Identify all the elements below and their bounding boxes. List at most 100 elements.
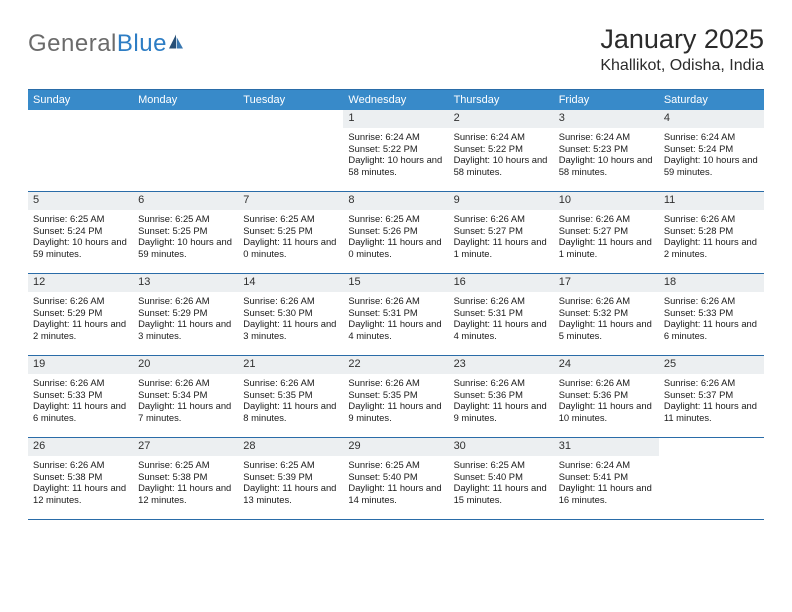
day-number: 10 xyxy=(554,192,659,210)
sunset-text: Sunset: 5:24 PM xyxy=(33,225,128,237)
day-body: Sunrise: 6:24 AMSunset: 5:22 PMDaylight:… xyxy=(343,128,448,182)
day-number: 27 xyxy=(133,438,238,456)
sunset-text: Sunset: 5:32 PM xyxy=(559,307,654,319)
day-cell: 3 Sunrise: 6:24 AMSunset: 5:23 PMDaylight… xyxy=(554,110,659,191)
day-cell: 11Sunrise: 6:26 AMSunset: 5:28 PMDayligh… xyxy=(659,192,764,273)
sunset-text: Sunset: 5:39 PM xyxy=(243,471,338,483)
sunset-text: Sunset: 5:30 PM xyxy=(243,307,338,319)
day-body xyxy=(659,456,764,463)
sunset-text: Sunset: 5:29 PM xyxy=(33,307,128,319)
sunset-text: Sunset: 5:36 PM xyxy=(559,389,654,401)
day-number: 12 xyxy=(28,274,133,292)
sunset-text: Sunset: 5:40 PM xyxy=(454,471,549,483)
daylight-text: Daylight: 11 hours and 12 minutes. xyxy=(33,482,128,506)
sunrise-text: Sunrise: 6:26 AM xyxy=(243,295,338,307)
week-row: 5Sunrise: 6:25 AMSunset: 5:24 PMDaylight… xyxy=(28,192,764,274)
sunrise-text: Sunrise: 6:26 AM xyxy=(33,459,128,471)
sunset-text: Sunset: 5:28 PM xyxy=(664,225,759,237)
sunset-text: Sunset: 5:31 PM xyxy=(454,307,549,319)
sunrise-text: Sunrise: 6:26 AM xyxy=(33,377,128,389)
day-cell: 9Sunrise: 6:26 AMSunset: 5:27 PMDaylight… xyxy=(449,192,554,273)
daylight-text: Daylight: 10 hours and 59 minutes. xyxy=(138,236,233,260)
day-body: Sunrise: 6:25 AMSunset: 5:24 PMDaylight:… xyxy=(28,210,133,264)
day-number: 21 xyxy=(238,356,343,374)
day-cell: 6Sunrise: 6:25 AMSunset: 5:25 PMDaylight… xyxy=(133,192,238,273)
day-cell: 28Sunrise: 6:25 AMSunset: 5:39 PMDayligh… xyxy=(238,438,343,519)
sunrise-text: Sunrise: 6:24 AM xyxy=(664,131,759,143)
day-number: 28 xyxy=(238,438,343,456)
sunrise-text: Sunrise: 6:25 AM xyxy=(348,459,443,471)
sunset-text: Sunset: 5:35 PM xyxy=(348,389,443,401)
day-cell: 16Sunrise: 6:26 AMSunset: 5:31 PMDayligh… xyxy=(449,274,554,355)
sunrise-text: Sunrise: 6:26 AM xyxy=(348,377,443,389)
logo-blue: Blue xyxy=(117,30,167,57)
sunrise-text: Sunrise: 6:26 AM xyxy=(454,295,549,307)
day-header: Wednesday xyxy=(343,90,448,110)
day-cell: 1Sunrise: 6:24 AMSunset: 5:22 PMDaylight… xyxy=(343,110,448,191)
day-number: 3 xyxy=(554,110,659,128)
day-number: 19 xyxy=(28,356,133,374)
week-row: 1Sunrise: 6:24 AMSunset: 5:22 PMDaylight… xyxy=(28,110,764,192)
day-number: 18 xyxy=(659,274,764,292)
sunrise-text: Sunrise: 6:26 AM xyxy=(138,295,233,307)
daylight-text: Daylight: 11 hours and 15 minutes. xyxy=(454,482,549,506)
daylight-text: Daylight: 10 hours and 58 minutes. xyxy=(559,154,654,178)
daylight-text: Daylight: 11 hours and 4 minutes. xyxy=(454,318,549,342)
sunrise-text: Sunrise: 6:26 AM xyxy=(454,377,549,389)
day-cell: 14Sunrise: 6:26 AMSunset: 5:30 PMDayligh… xyxy=(238,274,343,355)
day-number: 8 xyxy=(343,192,448,210)
sunset-text: Sunset: 5:37 PM xyxy=(664,389,759,401)
daylight-text: Daylight: 11 hours and 13 minutes. xyxy=(243,482,338,506)
daylight-text: Daylight: 10 hours and 58 minutes. xyxy=(348,154,443,178)
logo: GeneralBlue xyxy=(28,30,183,58)
day-cell: 29Sunrise: 6:25 AMSunset: 5:40 PMDayligh… xyxy=(343,438,448,519)
daylight-text: Daylight: 11 hours and 0 minutes. xyxy=(243,236,338,260)
daylight-text: Daylight: 11 hours and 2 minutes. xyxy=(664,236,759,260)
sunset-text: Sunset: 5:33 PM xyxy=(33,389,128,401)
day-cell: 7Sunrise: 6:25 AMSunset: 5:25 PMDaylight… xyxy=(238,192,343,273)
sunrise-text: Sunrise: 6:25 AM xyxy=(243,213,338,225)
week-row: 12 Sunrise: 6:26 AM Sunset: 5:29 PM Dayligh… xyxy=(28,274,764,356)
day-cell: 8Sunrise: 6:25 AMSunset: 5:26 PMDaylight… xyxy=(343,192,448,273)
day-body: Sunrise: 6:25 AMSunset: 5:39 PMDaylight:… xyxy=(238,456,343,510)
sunrise-text: Sunrise: 6:25 AM xyxy=(33,213,128,225)
sunset-text: Sunset: 5:25 PM xyxy=(243,225,338,237)
sunset-text: Sunset: 5:23 PM xyxy=(559,143,654,155)
day-cell: 10Sunrise: 6:26 AMSunset: 5:27 PMDayligh… xyxy=(554,192,659,273)
day-cell: 22Sunrise: 6:26 AMSunset: 5:35 PMDayligh… xyxy=(343,356,448,437)
sunset-text: Sunset: 5:24 PM xyxy=(664,143,759,155)
sunset-text: Sunset: 5:27 PM xyxy=(559,225,654,237)
sunset-text: Sunset: 5:35 PM xyxy=(243,389,338,401)
day-number: 22 xyxy=(343,356,448,374)
day-body: Sunrise: 6:25 AMSunset: 5:40 PMDaylight:… xyxy=(449,456,554,510)
day-body: Sunrise: 6:26 AMSunset: 5:38 PMDaylight:… xyxy=(28,456,133,510)
day-cell: 21Sunrise: 6:26 AMSunset: 5:35 PMDayligh… xyxy=(238,356,343,437)
sunrise-text: Sunrise: 6:25 AM xyxy=(454,459,549,471)
day-header: Tuesday xyxy=(238,90,343,110)
day-cell xyxy=(28,110,133,191)
location: Khallikot, Odisha, India xyxy=(600,57,764,75)
sunset-text: Sunset: 5:31 PM xyxy=(348,307,443,319)
day-number xyxy=(28,110,133,128)
day-cell: 18Sunrise: 6:26 AMSunset: 5:33 PMDayligh… xyxy=(659,274,764,355)
day-cell: 13Sunrise: 6:26 AMSunset: 5:29 PMDayligh… xyxy=(133,274,238,355)
day-body: Sunrise: 6:26 AMSunset: 5:31 PMDaylight:… xyxy=(449,292,554,346)
day-body: Sunrise: 6:26 AMSunset: 5:33 PMDaylight:… xyxy=(28,374,133,428)
day-body: Sunrise: 6:26 AMSunset: 5:33 PMDaylight:… xyxy=(659,292,764,346)
day-number: 24 xyxy=(554,356,659,374)
day-body: Sunrise: 6:26 AMSunset: 5:28 PMDaylight:… xyxy=(659,210,764,264)
sunset-text: Sunset: 5:25 PM xyxy=(138,225,233,237)
day-cell: 12Sunrise: 6:26 AMSunset: 5:29 PMDayligh… xyxy=(28,274,133,355)
sunrise-text: Sunrise: 6:26 AM xyxy=(559,377,654,389)
day-cell: 24Sunrise: 6:26 AMSunset: 5:36 PMDayligh… xyxy=(554,356,659,437)
day-body xyxy=(28,128,133,135)
week-row: 26Sunrise: 6:26 AMSunset: 5:38 PMDayligh… xyxy=(28,438,764,520)
sunrise-text: Sunrise: 6:26 AM xyxy=(664,377,759,389)
sunrise-text: Sunrise: 6:24 AM xyxy=(559,131,654,143)
sunset-text: Sunset: 5:26 PM xyxy=(348,225,443,237)
day-cell: 23Sunrise: 6:26 AMSunset: 5:36 PMDayligh… xyxy=(449,356,554,437)
day-number: 15 xyxy=(343,274,448,292)
day-body: Sunrise: 6:26 AMSunset: 5:35 PMDaylight:… xyxy=(238,374,343,428)
day-cell: 2Sunrise: 6:24 AMSunset: 5:22 PMDaylight… xyxy=(449,110,554,191)
sunrise-text: Sunrise: 6:26 AM xyxy=(559,295,654,307)
